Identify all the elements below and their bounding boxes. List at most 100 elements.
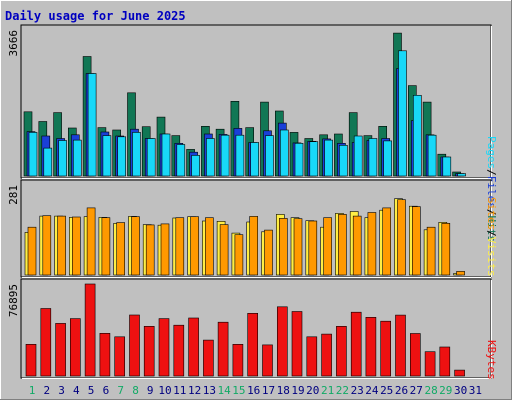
- kbytes-bar: [409, 333, 421, 377]
- sites-bar: [131, 216, 140, 276]
- pages-bar: [235, 134, 245, 177]
- kbytes-bar: [70, 318, 81, 377]
- day-label: 28: [424, 384, 437, 397]
- day-label: 22: [336, 384, 349, 397]
- sites-bar: [219, 224, 229, 276]
- scale-label-kbytes: 76895: [7, 284, 20, 317]
- day-label: 8: [132, 384, 139, 397]
- legend-visits-label: Visits: [485, 237, 498, 277]
- scale-label-visits: 281: [7, 185, 20, 205]
- pages-bar: [73, 139, 82, 177]
- chart-title: Daily usage for June 2025: [5, 9, 186, 23]
- day-label: 11: [173, 384, 186, 397]
- day-label: 13: [203, 384, 216, 397]
- kbytes-bar: [306, 336, 318, 377]
- pages-bar: [191, 155, 200, 177]
- pages-bar: [87, 73, 97, 177]
- kbytes-bar: [336, 325, 347, 377]
- legend-pages: Pages: [485, 136, 498, 169]
- kbytes-bar: [129, 314, 140, 377]
- kbytes-bar: [350, 311, 362, 377]
- kbytes-bar: [365, 316, 377, 377]
- kbytes-bar: [143, 325, 155, 377]
- pages-bar: [279, 129, 289, 177]
- day-label: 16: [247, 384, 260, 397]
- pages-bar: [117, 136, 126, 177]
- day-label: 2: [43, 384, 50, 397]
- pages-bar: [265, 135, 274, 177]
- day-label: 21: [321, 384, 334, 397]
- kbytes-bar: [321, 333, 332, 377]
- day-label: 10: [158, 384, 171, 397]
- day-label: 25: [380, 384, 393, 397]
- kbytes-bar: [55, 323, 66, 377]
- day-label: 30: [454, 384, 467, 397]
- pages-bar: [58, 140, 67, 177]
- svg-text:Pages/Files/Hits: Pages/Files/Hits: [485, 136, 498, 242]
- sites-bar: [42, 215, 52, 276]
- legend-files: Files: [485, 176, 498, 209]
- kbytes-bar: [232, 343, 244, 377]
- sites-bar: [323, 217, 332, 276]
- day-label: 17: [262, 384, 275, 397]
- pages-bar: [442, 156, 452, 177]
- kbytes-bar: [25, 343, 37, 377]
- pages-bar: [250, 142, 259, 177]
- sites-bar: [293, 218, 303, 276]
- bars-hits-files-pages: [23, 32, 466, 177]
- kbytes-bar: [247, 312, 258, 377]
- pages-bar: [324, 139, 333, 177]
- day-label: 15: [232, 384, 245, 397]
- sites-bar: [145, 224, 155, 276]
- sites-bar: [249, 216, 258, 276]
- pages-bar: [309, 141, 319, 177]
- day-label: 26: [395, 384, 408, 397]
- day-label: 5: [88, 384, 95, 397]
- sites-bar: [175, 217, 185, 276]
- sites-bar: [116, 222, 125, 276]
- legend-hits: Pages/Files/Hits: [485, 136, 498, 242]
- pages-bar: [132, 132, 141, 177]
- sites-bar: [397, 199, 406, 276]
- kbytes-bar: [173, 324, 185, 377]
- kbytes-bar: [454, 369, 465, 377]
- bars-visits-sites: [24, 198, 465, 276]
- day-label: 24: [365, 384, 379, 397]
- kbytes-bar: [262, 344, 273, 377]
- day-label: 31: [469, 384, 482, 397]
- pages-bar: [161, 133, 171, 177]
- pages-bar: [457, 173, 466, 177]
- scale-label-hits: 3666: [7, 30, 20, 57]
- pages-bar: [339, 145, 348, 177]
- day-label: 29: [439, 384, 452, 397]
- day-label: 12: [188, 384, 201, 397]
- sites-bar: [190, 216, 199, 276]
- sites-bar: [234, 234, 244, 276]
- day-labels: 1 2 3 4 5 6 7 8 9 10 11 12 13 14 15 16 17 18 19 20 21 22 23 24 2…: [29, 384, 482, 397]
- bars-kbytes: [25, 283, 465, 377]
- svg-text:Sites/Visits: Sites/Visits: [485, 197, 498, 277]
- kbytes-bar: [99, 332, 111, 377]
- day-label: 6: [103, 384, 110, 397]
- sites-bar: [205, 217, 214, 276]
- pages-bar: [398, 50, 407, 177]
- sites-bar: [86, 207, 96, 276]
- kbytes-bar: [395, 314, 406, 377]
- sites-bar: [338, 214, 347, 276]
- sites-bar: [27, 226, 37, 276]
- sites-bar: [57, 215, 66, 276]
- pages-bar: [176, 144, 186, 177]
- kbytes-bar: [217, 321, 229, 377]
- sites-bar: [160, 223, 170, 276]
- day-label: 4: [73, 384, 80, 397]
- pages-bar: [368, 138, 378, 177]
- pages-bar: [28, 132, 38, 177]
- day-label: 14: [217, 384, 231, 397]
- sites-bar: [456, 271, 465, 276]
- pages-bar: [146, 138, 156, 177]
- kbytes-bar: [188, 317, 199, 377]
- legend-visits: Sites/Visits: [485, 197, 498, 277]
- kbytes-bar: [380, 320, 392, 377]
- sites-bar: [308, 220, 318, 276]
